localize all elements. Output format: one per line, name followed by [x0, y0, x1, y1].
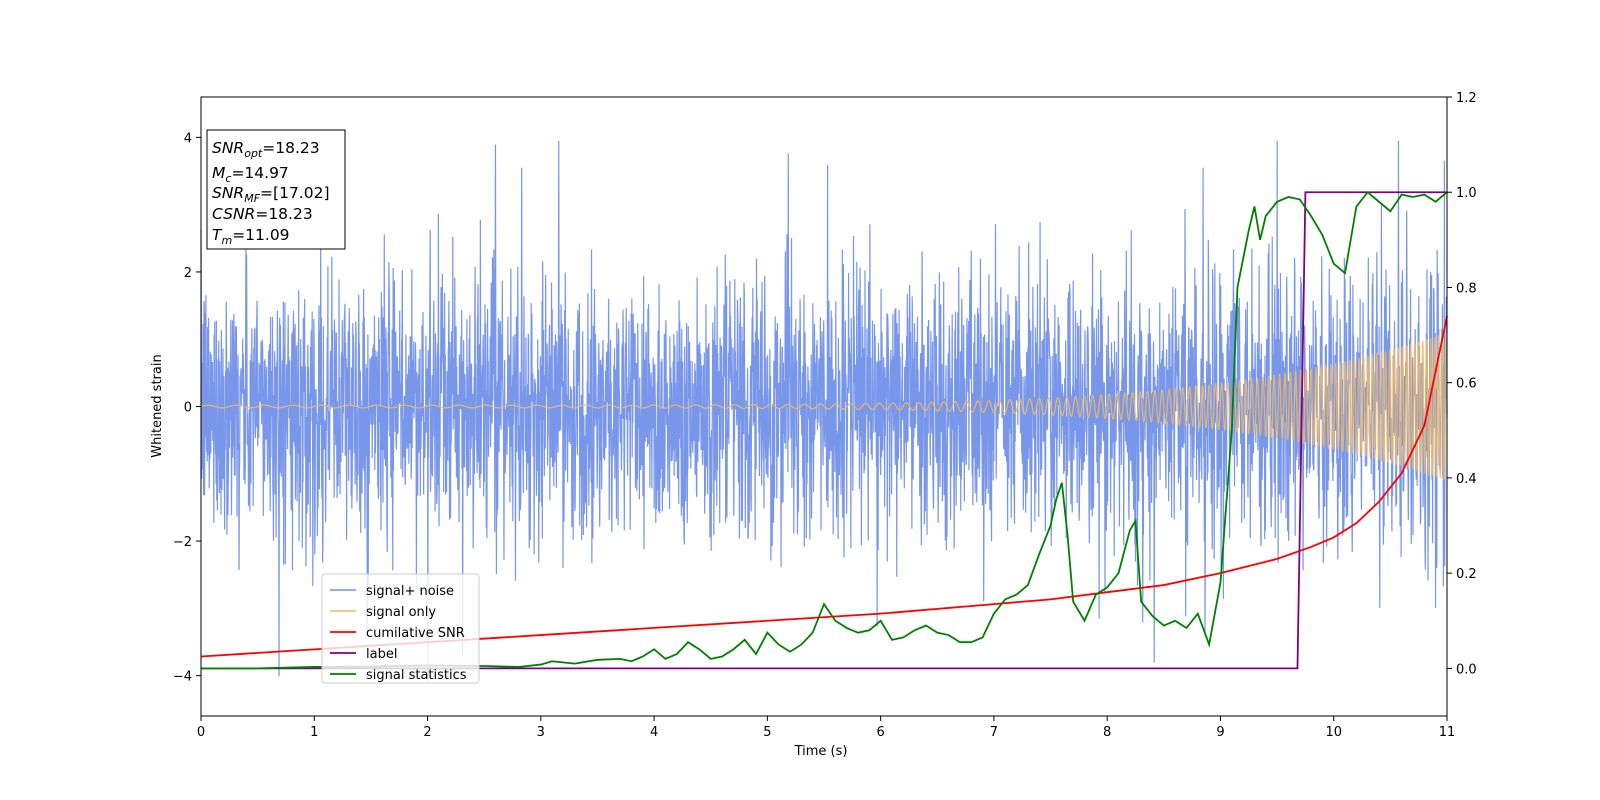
signal-noise-layer — [200, 140, 1448, 683]
y-right-tick-label: 1.0 — [1456, 186, 1477, 201]
y-right-tick-label: 0.0 — [1456, 662, 1477, 677]
label-line — [201, 191, 1447, 670]
legend-label: label — [366, 647, 397, 662]
annotation-box: SNRopt=18.23 Mc=14.97SNRMF=[17.02]CSNR=18… — [206, 129, 346, 250]
legend-label: signal only — [366, 605, 436, 620]
signal-only-layer — [200, 332, 1448, 480]
x-tick-label: 5 — [763, 725, 771, 740]
x-tick-label: 8 — [1103, 725, 1111, 740]
cumilative-snr-line — [200, 315, 1448, 658]
annotation-line: CSNR=18.23 — [212, 205, 313, 223]
y-right-tick-label: 0.6 — [1456, 377, 1477, 392]
y-axis-label: Whitened strain — [150, 354, 165, 457]
x-tick-label: 7 — [990, 725, 998, 740]
y-left-tick-label: −4 — [173, 670, 192, 685]
y-left-tick-label: 2 — [184, 266, 192, 281]
x-tick-label: 3 — [537, 725, 545, 740]
legend-label: signal+ noise — [366, 584, 454, 599]
axes-layer: 0 1 2 3 4 5 6 7 8 9 10 11 4 2 0 −2 −4 1.2 1.0 0.8 0.6 0.4 0.2 0… — [173, 91, 1477, 740]
right-axis-series-layer — [200, 190, 1448, 670]
y-left-tick-label: −2 — [173, 535, 192, 550]
signal-statistics-line — [201, 190, 1448, 670]
annotation-line: SNRopt=18.23 — [212, 139, 320, 160]
signal-only-line — [200, 332, 1448, 480]
y-right-tick-label: 0.4 — [1456, 472, 1477, 487]
x-axis-label: Time (s) — [794, 744, 848, 759]
signal-noise-line — [200, 140, 1448, 683]
x-tick-label: 11 — [1439, 725, 1456, 740]
x-tick-label: 10 — [1325, 725, 1342, 740]
legend-items: signal+ noise signal only cumilative SNR la… — [330, 584, 467, 683]
y-left-tick-label: 0 — [184, 401, 192, 416]
x-tick-label: 1 — [310, 725, 318, 740]
y-right-tick-label: 0.8 — [1456, 281, 1477, 296]
x-tick-label: 0 — [197, 725, 205, 740]
annotation-line: SNRMF=[17.02] — [212, 184, 330, 205]
x-tick-label: 4 — [650, 725, 658, 740]
x-tick-label: 2 — [423, 725, 431, 740]
annotation-line: Mc=14.97 — [212, 164, 289, 185]
legend: signal+ noise signal only cumilative SNR la… — [321, 573, 480, 684]
y-right-tick-label: 1.2 — [1456, 91, 1477, 106]
y-right-tick-label: 0.2 — [1456, 567, 1477, 582]
x-tick-label: 6 — [876, 725, 884, 740]
legend-label: signal statistics — [366, 668, 467, 683]
legend-frame — [321, 573, 480, 684]
x-tick-label: 9 — [1216, 725, 1224, 740]
annotation-frame — [206, 129, 346, 250]
legend-label: cumilative SNR — [366, 626, 465, 641]
y-left-tick-label: 4 — [184, 131, 192, 146]
annotation-line: Tm=11.09 — [212, 226, 290, 247]
